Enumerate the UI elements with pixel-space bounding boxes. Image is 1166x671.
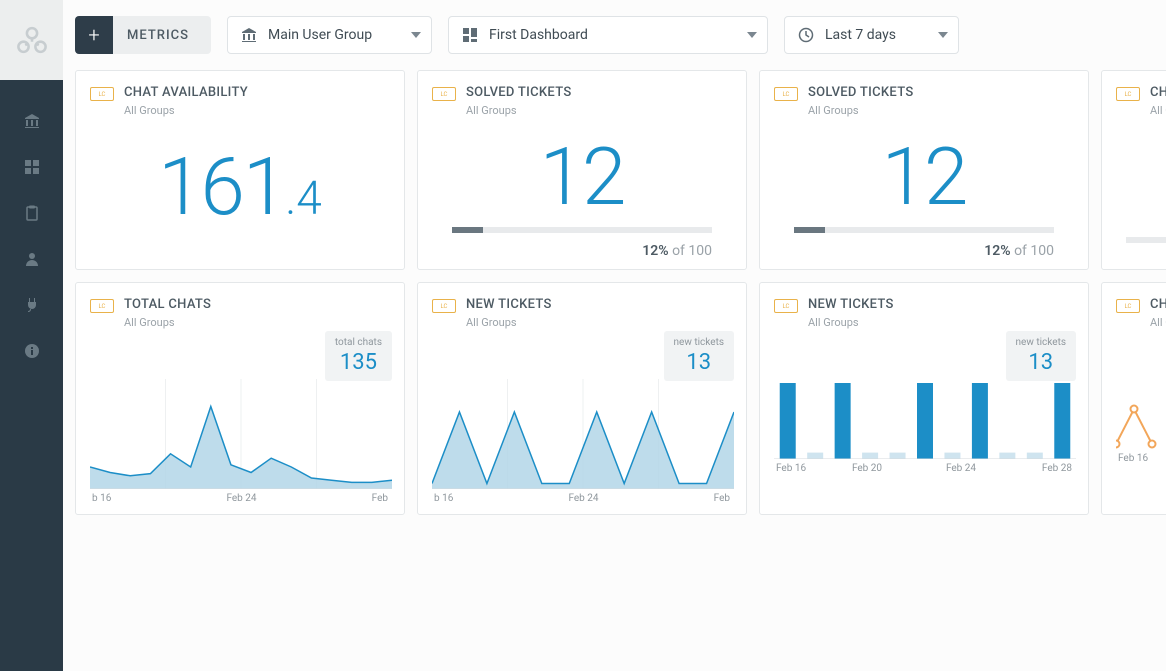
chevron-down-icon [411, 32, 421, 38]
chart-badge: new tickets 13 [1006, 331, 1076, 381]
x-axis-labels: Feb 16 [1116, 453, 1166, 464]
card-total-chats: LC TOTAL CHATS All Groups total chats 13… [75, 282, 405, 515]
chevron-down-icon [747, 32, 757, 38]
card-subtitle: All Groups [124, 104, 248, 117]
card-title: TOTAL CHATS [124, 297, 211, 312]
progress-fill [794, 227, 825, 233]
progress-text: 12% of 100 [794, 243, 1054, 259]
progress-bar [794, 227, 1054, 233]
nav-reports[interactable] [0, 192, 63, 234]
user-icon [24, 251, 40, 267]
topbar: + METRICS Main User Group First Dashboar… [63, 0, 1166, 70]
dashboard-icon [24, 159, 40, 175]
livechat-icon: LC [1116, 299, 1140, 313]
bank-icon [240, 26, 258, 44]
logo [0, 0, 63, 80]
chart-badge: total chats 135 [325, 331, 392, 381]
card-title: NEW TICKETS [808, 297, 894, 312]
clipboard-icon [24, 205, 40, 221]
line-chart [1116, 399, 1166, 449]
main: + METRICS Main User Group First Dashboar… [63, 0, 1166, 671]
info-icon [24, 343, 40, 359]
app-logo-icon [15, 23, 49, 57]
nav-integrations[interactable] [0, 284, 63, 326]
card-title: CHAT AVAILABILITY [124, 85, 248, 100]
area-chart [90, 379, 390, 489]
card-subtitle: All Groups [466, 316, 552, 329]
progress-bar [452, 227, 712, 233]
card-title: NEW TICKETS [466, 297, 552, 312]
progress-bar [1126, 237, 1166, 243]
card-title: CHAT [1150, 297, 1166, 312]
nav-info[interactable] [0, 330, 63, 372]
sidebar [0, 0, 63, 671]
livechat-icon: LC [90, 299, 114, 313]
card-title: SOLVED TICKETS [808, 85, 914, 100]
metric-value: 161.4 [90, 117, 390, 257]
x-axis-labels: b 16Feb 24Feb [90, 493, 390, 504]
card-new-tickets-bar: LC NEW TICKETS All Groups new tickets 13… [759, 282, 1089, 515]
card-new-tickets-area: LC NEW TICKETS All Groups new tickets 13… [417, 282, 747, 515]
livechat-icon: LC [432, 299, 456, 313]
metric-value: 12 [432, 117, 732, 227]
metrics-label: METRICS [113, 28, 211, 43]
group-select-label: Main User Group [268, 27, 411, 43]
dashboard-icon [461, 26, 479, 44]
livechat-icon: LC [432, 87, 456, 101]
card-subtitle: All Gro [1150, 316, 1166, 329]
plus-icon: + [75, 16, 113, 54]
card-row-2: LC TOTAL CHATS All Groups total chats 13… [63, 282, 1166, 515]
card-title: CHAT [1150, 85, 1166, 100]
bank-icon [24, 113, 40, 129]
card-subtitle: All Groups [124, 316, 211, 329]
progress-text: 12% of 100 [452, 243, 712, 259]
card-subtitle: All Groups [466, 104, 572, 117]
chevron-down-icon [938, 32, 948, 38]
add-metrics-button[interactable]: + METRICS [75, 16, 211, 54]
nav-groups[interactable] [0, 100, 63, 142]
livechat-icon: LC [1116, 87, 1140, 101]
card-title: SOLVED TICKETS [466, 85, 572, 100]
card-subtitle: All Groups [808, 104, 914, 117]
nav-users[interactable] [0, 238, 63, 280]
card-partial-2: LC CHAT All Gro Feb 16 [1101, 282, 1166, 515]
livechat-icon: LC [90, 87, 114, 101]
card-row-1: LC CHAT AVAILABILITY All Groups 161.4 LC… [63, 70, 1166, 270]
group-select[interactable]: Main User Group [227, 16, 432, 54]
x-axis-labels: Feb 16Feb 20Feb 24Feb 28 [774, 463, 1074, 474]
card-chat-availability: LC CHAT AVAILABILITY All Groups 161.4 [75, 70, 405, 270]
card-subtitle: All Groups [808, 316, 894, 329]
card-subtitle: All Gro [1150, 104, 1166, 117]
progress-fill [452, 227, 483, 233]
chart-badge: new tickets 13 [664, 331, 734, 381]
x-axis-labels: b 16Feb 24Feb [432, 493, 732, 504]
livechat-icon: LC [774, 299, 798, 313]
area-chart [432, 379, 732, 489]
bar-chart [774, 379, 1074, 459]
dashboard-select-label: First Dashboard [489, 27, 747, 43]
clock-icon [797, 26, 815, 44]
dashboard-select[interactable]: First Dashboard [448, 16, 768, 54]
card-partial-1: LC CHAT All Gro [1101, 70, 1166, 270]
daterange-select[interactable]: Last 7 days [784, 16, 959, 54]
nav-dashboard[interactable] [0, 146, 63, 188]
card-solved-tickets-1: LC SOLVED TICKETS All Groups 12 12% of 1… [417, 70, 747, 270]
card-solved-tickets-2: LC SOLVED TICKETS All Groups 12 12% of 1… [759, 70, 1089, 270]
livechat-icon: LC [774, 87, 798, 101]
metric-value: 12 [774, 117, 1074, 227]
plug-icon [24, 297, 40, 313]
daterange-label: Last 7 days [825, 27, 938, 43]
